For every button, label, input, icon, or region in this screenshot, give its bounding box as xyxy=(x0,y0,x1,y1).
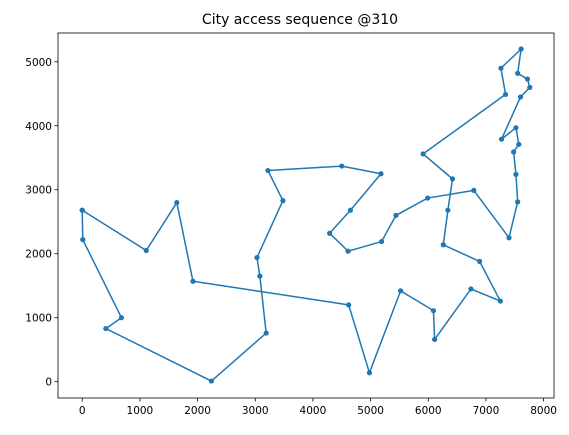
y-tick-label: 4000 xyxy=(25,121,52,133)
data-point xyxy=(513,125,519,131)
y-tick-label: 1000 xyxy=(25,313,52,325)
data-point xyxy=(515,70,521,76)
data-point xyxy=(118,315,125,321)
y-tick-label: 3000 xyxy=(25,185,52,197)
data-point xyxy=(511,149,517,155)
data-point xyxy=(425,195,431,201)
data-point xyxy=(420,151,426,157)
data-point xyxy=(345,248,351,254)
chart-title: City access sequence @310 xyxy=(202,12,398,28)
data-point xyxy=(397,288,404,294)
data-point xyxy=(445,207,451,213)
data-point xyxy=(517,94,524,100)
y-tick-label: 2000 xyxy=(25,249,52,261)
data-point xyxy=(190,278,196,284)
data-point xyxy=(257,273,263,279)
data-point xyxy=(498,65,504,71)
data-point xyxy=(346,302,352,308)
data-point xyxy=(174,199,180,206)
data-point xyxy=(327,230,333,236)
data-point xyxy=(208,378,215,384)
x-tick-label: 4000 xyxy=(300,405,327,417)
data-point xyxy=(440,242,446,248)
data-point xyxy=(254,254,260,261)
x-tick-label: 6000 xyxy=(415,405,442,417)
y-tick-label: 0 xyxy=(45,377,52,389)
x-tick-label: 2000 xyxy=(184,405,211,417)
data-point xyxy=(468,286,474,292)
axes-frame xyxy=(57,32,555,399)
data-point xyxy=(524,76,531,82)
data-point xyxy=(518,46,524,52)
data-point xyxy=(527,84,533,90)
data-point xyxy=(263,330,269,336)
x-tick-label: 8000 xyxy=(530,405,557,417)
data-point xyxy=(80,237,86,243)
data-point xyxy=(471,187,477,193)
data-point xyxy=(393,212,399,218)
data-point xyxy=(265,167,271,174)
x-tick-label: 1000 xyxy=(127,405,154,417)
data-point xyxy=(477,258,483,264)
x-tick-label: 0 xyxy=(79,405,86,417)
axes: 0 1000 2000 3000 4000 5000 6000 7000 8000 0 1000 20… xyxy=(25,32,557,417)
data-point xyxy=(366,370,373,376)
data-point xyxy=(378,238,385,245)
data-point xyxy=(432,336,438,343)
plot-area xyxy=(79,46,533,384)
data-point xyxy=(497,298,503,304)
x-tick-label: 5000 xyxy=(357,405,384,417)
data-point xyxy=(143,247,149,254)
x-tick-label: 3000 xyxy=(242,405,269,417)
data-point xyxy=(103,325,109,332)
data-point xyxy=(347,207,354,213)
data-point xyxy=(516,141,522,147)
data-point xyxy=(378,171,384,177)
x-tick-label: 7000 xyxy=(473,405,500,417)
y-tick-label: 5000 xyxy=(25,57,52,69)
data-point xyxy=(449,176,456,182)
data-point xyxy=(430,308,437,314)
data-point xyxy=(280,198,286,204)
data-point xyxy=(506,235,512,241)
data-point xyxy=(502,91,509,98)
data-point xyxy=(513,171,519,177)
data-point xyxy=(339,163,345,169)
data-point xyxy=(515,199,521,205)
data-point xyxy=(79,207,85,213)
data-point xyxy=(498,136,505,142)
